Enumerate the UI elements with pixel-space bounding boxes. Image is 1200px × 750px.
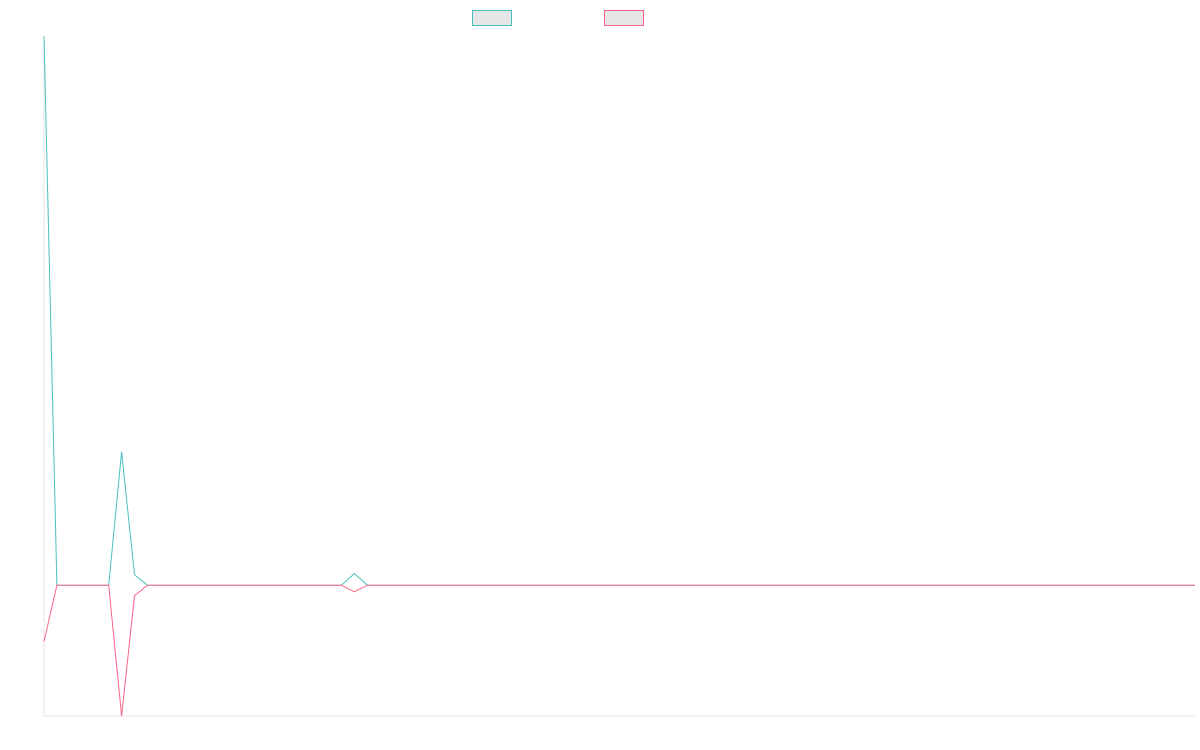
axes <box>43 36 1195 717</box>
legend-swatch-2[interactable] <box>604 10 644 26</box>
series-layer <box>43 35 1195 717</box>
series-line-2 <box>43 584 1195 717</box>
legend[interactable] <box>472 10 644 26</box>
legend-swatch-1[interactable] <box>472 10 512 26</box>
series-line-1 <box>43 35 1195 586</box>
